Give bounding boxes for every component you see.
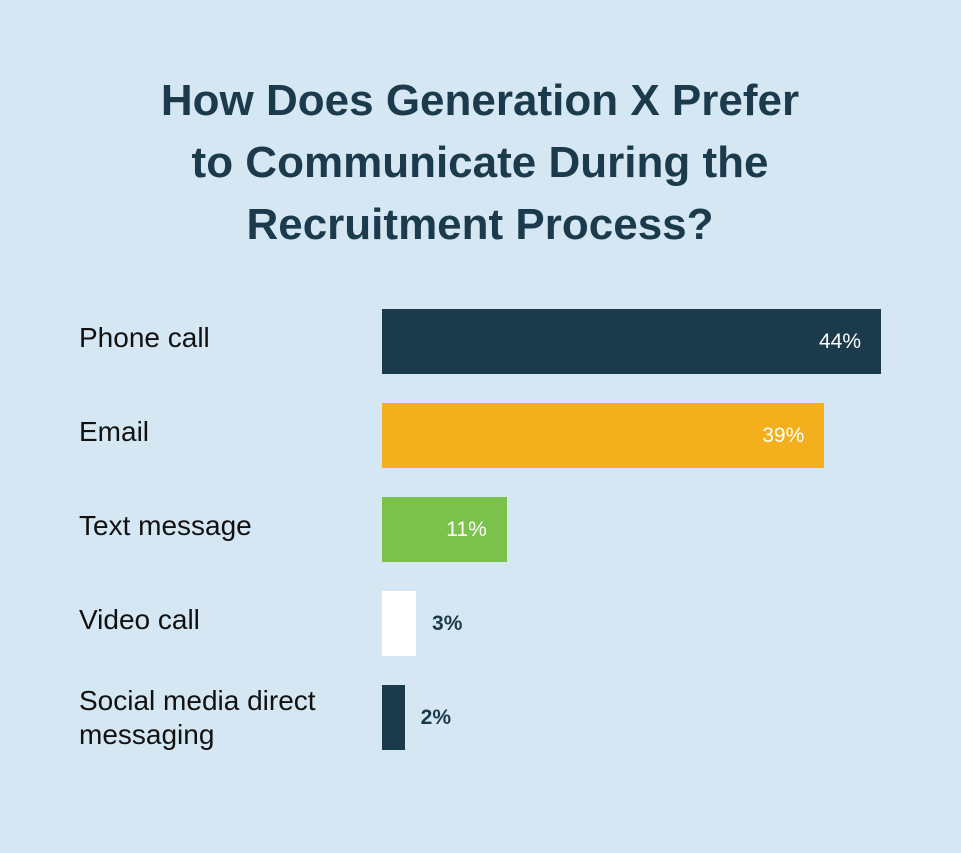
value-label: 44% (818, 330, 861, 353)
chart-title-line: to Communicate During the (191, 138, 769, 187)
bar (382, 403, 825, 468)
value-label: 39% (762, 424, 805, 447)
category-label: Text message (79, 509, 252, 541)
value-label: 2% (420, 706, 452, 729)
chart-title-line: Recruitment Process? (246, 200, 714, 249)
bar (382, 309, 881, 374)
bar (382, 685, 405, 750)
category-label: Social media direct messaging (79, 684, 316, 750)
value-label: 11% (446, 518, 487, 541)
category-label: Email (79, 415, 150, 447)
chart-title-line: How Does Generation X Prefer (160, 76, 800, 125)
category-label: Phone call (79, 321, 210, 353)
bar (382, 497, 507, 562)
bar (382, 591, 417, 656)
value-label: 3% (432, 612, 463, 635)
category-label: Video call (79, 603, 200, 635)
chart-title: How Does Generation X Prefer to Communic… (80, 70, 880, 256)
